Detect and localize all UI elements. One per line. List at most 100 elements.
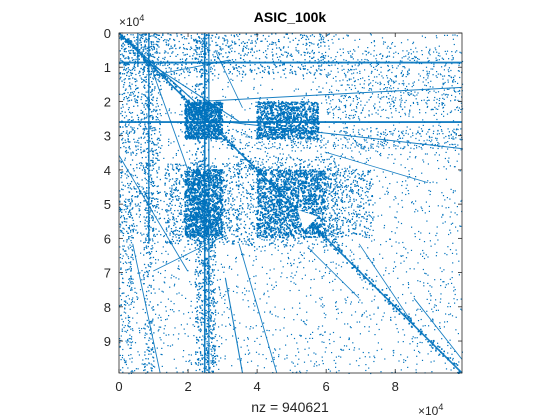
nonzero-mark <box>186 231 188 234</box>
nonzero-mark <box>190 110 193 112</box>
nonzero-mark <box>194 188 197 190</box>
nonzero-mark <box>184 124 187 127</box>
nonzero-mark <box>231 73 233 75</box>
nonzero-mark <box>184 123 186 126</box>
nonzero-mark <box>321 276 323 278</box>
nonzero-mark <box>263 110 266 112</box>
nonzero-mark <box>192 132 194 134</box>
nonzero-mark <box>314 114 316 116</box>
nonzero-mark <box>283 130 285 133</box>
nonzero-mark <box>342 261 344 263</box>
nonzero-mark <box>257 67 259 69</box>
nonzero-mark <box>278 100 280 102</box>
nonzero-mark <box>276 124 278 126</box>
nonzero-mark <box>216 354 218 357</box>
nonzero-mark <box>292 127 295 130</box>
nonzero-mark <box>289 290 291 292</box>
nonzero-mark <box>139 221 141 223</box>
nonzero-mark <box>306 122 308 125</box>
nonzero-mark <box>246 190 248 192</box>
nonzero-mark <box>139 34 141 36</box>
nonzero-mark <box>267 110 269 113</box>
nonzero-mark <box>389 238 391 240</box>
nonzero-mark <box>308 107 310 109</box>
nonzero-mark <box>216 213 218 215</box>
nonzero-mark <box>191 113 194 115</box>
nonzero-mark <box>349 197 351 199</box>
nonzero-mark <box>163 235 165 237</box>
nonzero-mark <box>269 312 271 314</box>
nonzero-mark <box>301 98 303 100</box>
nonzero-mark <box>352 192 354 195</box>
nonzero-mark <box>388 55 391 57</box>
nonzero-mark <box>261 266 263 268</box>
nonzero-mark <box>301 278 303 280</box>
nonzero-mark <box>130 34 132 36</box>
nonzero-mark <box>262 135 264 138</box>
nonzero-mark <box>219 115 221 118</box>
nonzero-mark <box>219 294 221 296</box>
nonzero-mark <box>237 131 239 133</box>
nonzero-mark <box>352 342 354 344</box>
nonzero-mark <box>261 182 263 184</box>
nonzero-mark <box>375 280 377 282</box>
nonzero-mark <box>422 124 424 126</box>
nonzero-mark <box>338 370 340 372</box>
nonzero-mark <box>220 215 222 217</box>
nonzero-mark <box>253 86 255 89</box>
nonzero-mark <box>197 125 199 127</box>
nonzero-mark <box>198 215 201 217</box>
nonzero-mark <box>165 319 167 321</box>
nonzero-mark <box>351 239 353 241</box>
nonzero-mark <box>197 204 199 206</box>
nonzero-mark <box>200 127 202 129</box>
nonzero-mark <box>224 34 226 37</box>
nonzero-mark <box>344 167 346 169</box>
nonzero-mark <box>136 322 138 324</box>
nonzero-mark <box>401 184 403 187</box>
nonzero-mark <box>458 274 460 276</box>
nonzero-mark <box>332 144 334 146</box>
nonzero-mark <box>214 111 217 113</box>
nonzero-mark <box>346 34 348 36</box>
nonzero-mark <box>199 103 201 105</box>
nonzero-mark <box>276 208 278 210</box>
nonzero-mark <box>313 116 315 118</box>
nonzero-mark <box>297 363 299 365</box>
nonzero-mark <box>246 345 248 347</box>
nonzero-mark <box>316 118 318 120</box>
nonzero-mark <box>459 51 461 53</box>
nonzero-mark <box>440 278 442 281</box>
nonzero-mark <box>376 275 378 277</box>
nonzero-mark <box>377 151 379 153</box>
nonzero-mark <box>210 112 212 115</box>
nonzero-mark <box>123 300 125 302</box>
nonzero-mark <box>403 246 405 248</box>
nonzero-mark <box>266 40 268 42</box>
nonzero-mark <box>196 138 199 140</box>
nonzero-mark <box>305 44 307 46</box>
nonzero-mark <box>216 136 219 139</box>
nonzero-mark <box>221 297 223 299</box>
nonzero-mark <box>406 140 408 142</box>
nonzero-mark <box>298 114 300 116</box>
nonzero-mark <box>424 212 426 214</box>
nonzero-mark <box>341 153 344 155</box>
nonzero-mark <box>298 289 300 291</box>
nonzero-mark <box>255 351 258 353</box>
nonzero-mark <box>279 106 282 108</box>
nonzero-mark <box>248 204 250 206</box>
nonzero-mark <box>267 152 269 154</box>
nonzero-mark <box>321 341 323 343</box>
nonzero-mark <box>151 142 153 144</box>
nonzero-mark <box>214 118 217 121</box>
nonzero-mark <box>302 129 305 131</box>
nonzero-mark <box>188 360 190 363</box>
nonzero-mark <box>266 107 269 109</box>
nonzero-mark <box>138 162 141 164</box>
nonzero-mark <box>134 342 137 344</box>
nonzero-mark <box>258 353 260 355</box>
nonzero-mark <box>137 145 139 147</box>
nonzero-mark <box>314 105 316 107</box>
nonzero-mark <box>309 108 312 111</box>
